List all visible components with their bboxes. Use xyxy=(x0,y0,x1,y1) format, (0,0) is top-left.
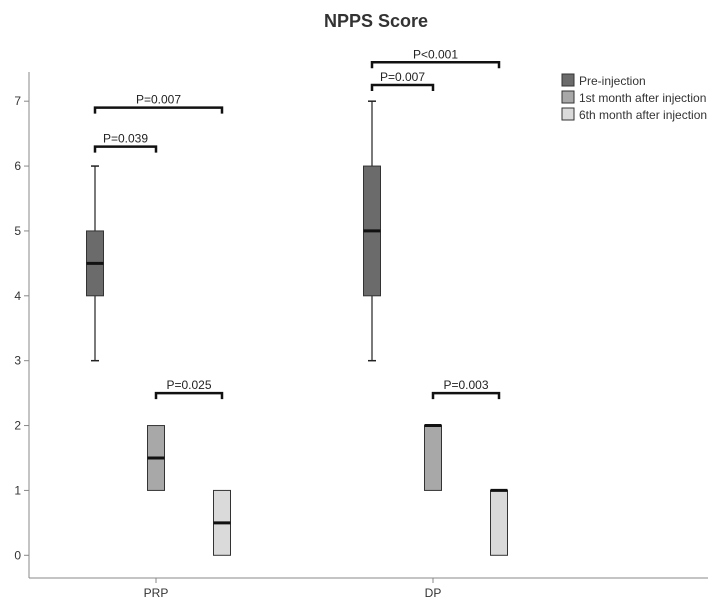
chart-title: NPPS Score xyxy=(324,11,428,31)
y-tick-label: 1 xyxy=(14,483,21,497)
significance-bracket: P=0.025 xyxy=(154,378,224,400)
bracket-line xyxy=(93,106,224,114)
x-tick-label-prp: PRP xyxy=(144,586,169,600)
legend-label: 1st month after injection xyxy=(579,91,706,105)
y-tick-label: 5 xyxy=(14,224,21,238)
legend-label: Pre-injection xyxy=(579,74,646,88)
legend-item: Pre-injection xyxy=(561,73,646,88)
bracket-line xyxy=(370,61,501,69)
p-value-label: P=0.007 xyxy=(380,70,425,84)
significance-bracket: P=0.039 xyxy=(93,132,158,153)
box-dp-series-0 xyxy=(363,100,381,362)
x-tick-label-dp: DP xyxy=(425,586,442,600)
y-tick-label: 4 xyxy=(14,289,21,303)
significance-bracket: P=0.007 xyxy=(370,70,435,91)
bracket-line xyxy=(93,145,158,153)
legend: Pre-injection 1st month after injection 6t… xyxy=(561,73,707,122)
significance-bracket: P<0.001 xyxy=(370,47,501,69)
significance-bracket: P=0.003 xyxy=(431,378,501,400)
legend-swatch xyxy=(561,107,575,121)
significance-bracket: P=0.007 xyxy=(93,93,224,114)
y-tick-label: 2 xyxy=(14,419,21,433)
y-tick-label: 6 xyxy=(14,159,21,173)
bracket-line xyxy=(370,83,435,91)
axes: 0 1 2 3 4 5 6 7 PRP DP xyxy=(14,72,708,600)
legend-swatch xyxy=(561,73,575,87)
legend-swatch xyxy=(561,90,575,104)
box-iqr xyxy=(490,489,508,556)
p-value-label: P=0.007 xyxy=(136,93,181,107)
y-tick-label: 7 xyxy=(14,94,21,108)
box-dp-series-2 xyxy=(490,488,508,556)
y-tick-label: 3 xyxy=(14,354,21,368)
box-dp-series-1 xyxy=(424,424,442,491)
legend-item: 1st month after injection xyxy=(561,90,706,105)
p-value-label: P=0.039 xyxy=(103,132,148,146)
p-value-label: P<0.001 xyxy=(413,47,458,61)
box-iqr xyxy=(424,425,442,491)
bracket-line xyxy=(431,391,501,400)
p-value-label: P=0.025 xyxy=(166,378,211,392)
p-value-label: P=0.003 xyxy=(443,378,488,392)
box-prp-series-1 xyxy=(147,425,165,491)
legend-label: 6th month after injection xyxy=(579,108,707,122)
box-plots xyxy=(86,100,508,556)
legend-item: 6th month after injection xyxy=(561,107,707,122)
box-prp-series-0 xyxy=(86,165,104,362)
box-prp-series-2 xyxy=(213,489,231,556)
bracket-line xyxy=(154,391,224,400)
significance-annotations: P=0.007 P=0.039 P=0.025 P<0.001 P=0.007 P=0.0… xyxy=(93,47,501,400)
y-tick-label: 0 xyxy=(14,548,21,562)
